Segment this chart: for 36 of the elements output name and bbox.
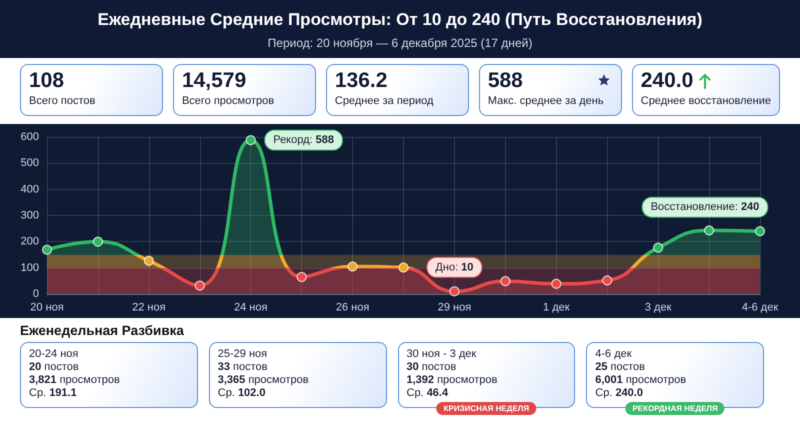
point [246, 135, 256, 146]
x-tick-label: 4-6 дек [742, 302, 778, 314]
y-tick-label: 400 [20, 183, 39, 196]
point [704, 225, 714, 236]
annotation: Дно: 10 [435, 261, 474, 274]
point [653, 242, 664, 253]
y-tick-label: 100 [20, 262, 39, 274]
annotation: Рекорд: 588 [273, 134, 334, 146]
x-tick-label: 20 ноя [30, 302, 64, 314]
text: Еженедельная Разбивка [19, 322, 185, 338]
y-tick-label: 0 [32, 288, 39, 300]
text: 20-24 ноя 20 постов 3,821 просмотров Ср. 191.1 [29, 348, 120, 399]
y-tick-label: 600 [20, 131, 39, 143]
x-tick-label: 24 ноя [234, 302, 268, 314]
text: 136.2 Среднее за период [334, 69, 434, 107]
text: 4-6 дек 25 постов 6,001 просмотров Ср. 240.0 РЕКОРДНАЯ НЕДЕЛЯ [595, 348, 718, 413]
y-tick-label: 500 [20, 157, 39, 170]
text: 240.0 Среднее восстановление [640, 69, 771, 107]
point [42, 244, 52, 255]
text: Ежедневные Средние Просмотры: От 10 до 240 (Путь Восстановления) [96, 9, 704, 30]
text: Период: 20 ноября — 6 декабря 2025 (17 дней) [266, 36, 534, 50]
y-tick-label: 300 [20, 210, 39, 222]
x-tick-label: 1 дек [543, 302, 570, 314]
text: 108 Всего постов [29, 69, 96, 107]
annotation: Восстановление: 240 [650, 201, 760, 214]
point [92, 236, 103, 247]
x-tick-label: 26 ноя [336, 302, 370, 314]
x-tick-label: 29 ноя [438, 302, 472, 314]
x-tick-label: 3 дек [644, 302, 672, 314]
point [755, 226, 765, 236]
text: 30 ноя - 3 дек 30 постов 1,392 просмотров Ср. 46.4 КРИЗИСНАЯ НЕДЕЛЯ [406, 348, 530, 413]
y-tick-label: 200 [20, 236, 39, 248]
text: 588 Макс. среднее за день [488, 69, 605, 107]
text: 25-29 ноя 33 постов 3,365 просмотров Ср. 102.0 [218, 348, 309, 399]
x-tick-label: 22 ноя [132, 302, 166, 314]
text: 14,579 Всего просмотров [182, 69, 276, 107]
